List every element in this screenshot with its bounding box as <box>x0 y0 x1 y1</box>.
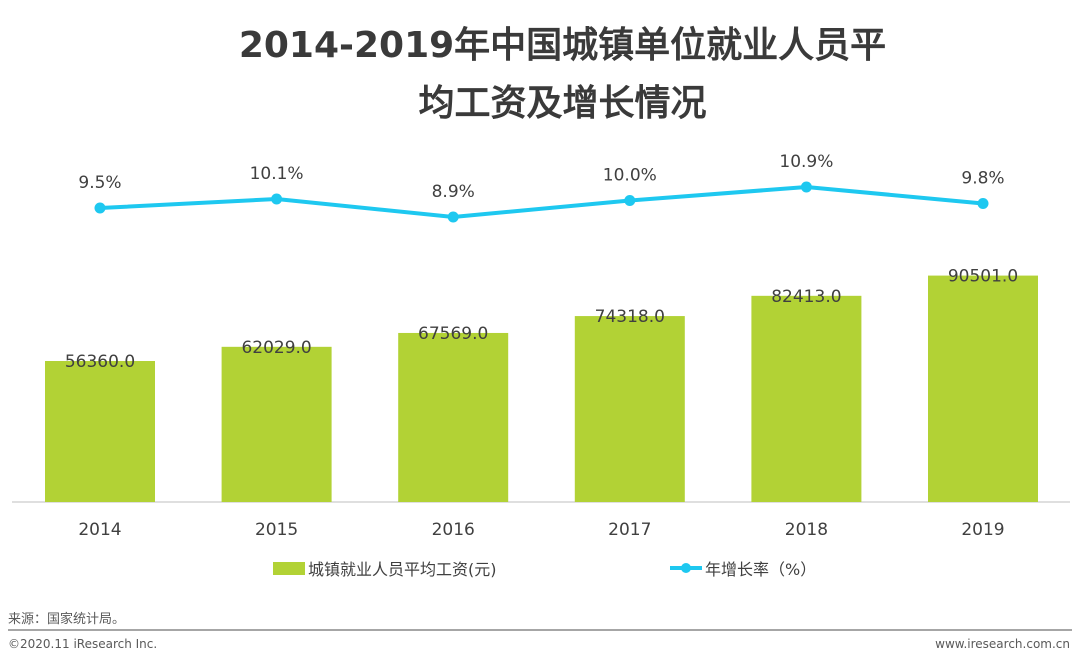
x-tick-label: 2019 <box>961 520 1004 540</box>
bar <box>751 295 862 502</box>
bar <box>574 316 685 502</box>
line-point <box>94 202 106 214</box>
bar-label: 56360.0 <box>65 352 135 372</box>
x-tick-label: 2014 <box>78 520 121 540</box>
line-point <box>624 195 636 206</box>
bar-label: 90501.0 <box>948 267 1018 287</box>
line-point <box>977 198 989 209</box>
line-label: 9.8% <box>961 169 1004 189</box>
bar <box>398 332 509 502</box>
growth-line <box>99 184 984 220</box>
bar-label: 67569.0 <box>418 324 488 344</box>
bar <box>928 275 1038 502</box>
line-point <box>800 181 812 193</box>
legend-swatch-bar <box>273 562 305 575</box>
footer-divider <box>8 629 1072 631</box>
legend-label-line: 年增长率（%） <box>705 560 816 579</box>
bar <box>45 361 155 502</box>
line-label: 9.5% <box>78 173 121 193</box>
legend-marker-line <box>681 563 691 573</box>
line-label: 10.1% <box>250 164 304 184</box>
bar-label: 82413.0 <box>771 287 841 307</box>
bar <box>221 346 332 502</box>
legend-label-bar: 城镇就业人员平均工资(元) <box>308 560 497 579</box>
x-tick-label: 2017 <box>608 520 651 540</box>
line-point <box>447 211 459 223</box>
copyright: ©2020.11 iResearch Inc. <box>8 637 158 651</box>
line-label: 10.0% <box>603 166 657 186</box>
chart: 56360.0 2014 62029.0 2015 67569.0 2016 74318.0… <box>12 152 1070 579</box>
line-label: 10.9% <box>779 152 833 172</box>
chart-title-line2: 均工资及增长情况 <box>418 83 707 124</box>
x-tick-label: 2016 <box>432 520 475 540</box>
line-point <box>271 193 283 205</box>
x-tick-label: 2015 <box>255 520 298 540</box>
bar-label: 74318.0 <box>595 307 665 327</box>
bar-label: 62029.0 <box>241 338 311 358</box>
source-note: 来源：国家统计局。 <box>8 612 126 627</box>
x-tick-label: 2018 <box>785 520 828 540</box>
website: www.iresearch.com.cn <box>935 637 1070 651</box>
line-label: 8.9% <box>432 182 475 202</box>
chart-title-line1: 2014-2019年中国城镇单位就业人员平 <box>238 25 887 66</box>
